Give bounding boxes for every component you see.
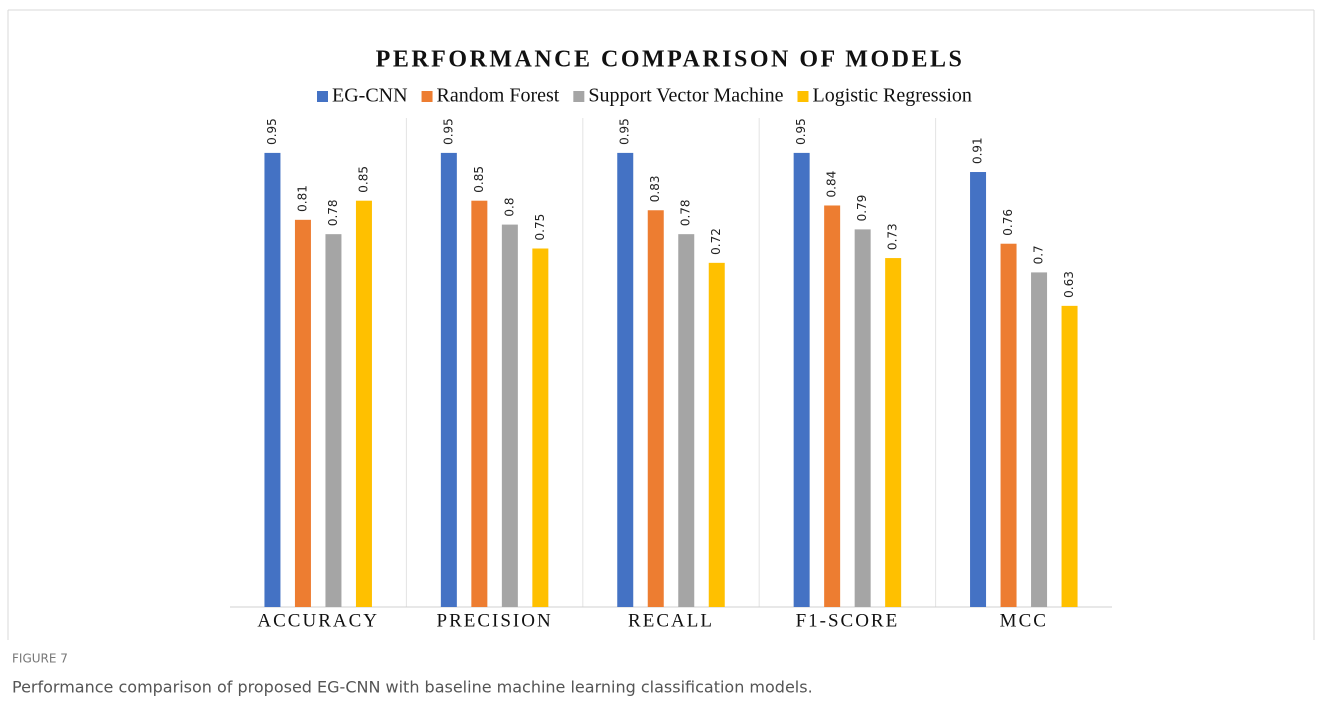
value-label: 0.85 <box>472 166 486 193</box>
value-label: 0.72 <box>709 228 723 255</box>
bar <box>708 262 725 607</box>
bar <box>440 152 457 607</box>
x-tick-label: MCC <box>1000 610 1048 631</box>
bar <box>617 152 634 607</box>
bar <box>824 205 841 608</box>
bar <box>325 234 342 607</box>
legend-label: EG-CNN <box>332 85 408 107</box>
value-label: 0.7 <box>1032 245 1046 264</box>
figure-label: FIGURE 7 <box>12 652 68 666</box>
x-tick-label: RECALL <box>628 610 714 631</box>
bar <box>294 219 311 607</box>
value-label: 0.79 <box>855 195 869 222</box>
value-label: 0.91 <box>971 137 985 164</box>
legend-swatch <box>573 91 585 102</box>
value-label: 0.95 <box>618 118 632 145</box>
legend-label: Logistic Regression <box>812 85 971 107</box>
bar <box>678 234 695 607</box>
bar <box>532 248 549 607</box>
value-label: 0.95 <box>265 118 279 145</box>
value-label: 0.8 <box>502 198 516 217</box>
x-tick-label: F1-SCORE <box>796 610 900 631</box>
value-label: 0.73 <box>886 223 900 250</box>
bar <box>471 200 488 607</box>
bar <box>970 172 987 607</box>
value-label: 0.84 <box>825 171 839 198</box>
legend-swatch <box>797 91 809 102</box>
value-label: 0.95 <box>794 118 808 145</box>
legend-label: Support Vector Machine <box>588 85 783 107</box>
bar <box>264 152 281 607</box>
value-label: 0.81 <box>295 185 309 212</box>
bar <box>355 200 372 607</box>
bar <box>885 258 902 607</box>
value-label: 0.95 <box>441 118 455 145</box>
bar <box>1061 305 1078 607</box>
bar <box>793 152 810 607</box>
legend-label: Random Forest <box>437 85 560 107</box>
legend-swatch <box>317 91 328 102</box>
bar <box>1031 272 1048 607</box>
legend-swatch <box>421 91 433 102</box>
bar <box>1000 243 1017 607</box>
bar <box>647 210 664 607</box>
value-label: 0.75 <box>533 214 547 241</box>
value-label: 0.83 <box>648 176 662 203</box>
value-label: 0.78 <box>679 199 693 226</box>
value-label: 0.78 <box>326 199 340 226</box>
chart-title: PERFORMANCE COMPARISON OF MODELS <box>376 47 965 73</box>
x-tick-label: PRECISION <box>437 610 553 631</box>
x-tick-label: ACCURACY <box>257 610 379 631</box>
value-label: 0.76 <box>1001 209 1015 236</box>
value-label: 0.63 <box>1062 271 1076 298</box>
bar <box>854 229 871 607</box>
value-label: 0.85 <box>356 166 370 193</box>
caption: Performance comparison of proposed EG-CN… <box>12 678 813 697</box>
bar <box>501 224 518 607</box>
